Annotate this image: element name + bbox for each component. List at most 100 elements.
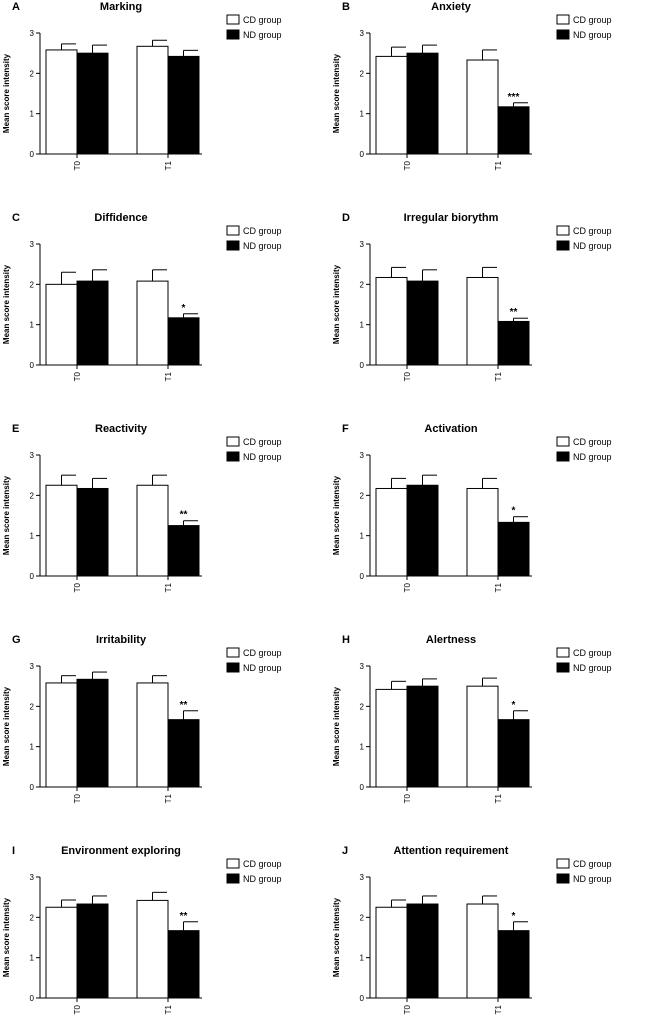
legend-swatch-nd — [226, 662, 240, 673]
x-tick-label: T1 — [494, 160, 503, 170]
legend-label: ND group — [243, 452, 282, 462]
y-tick-label: 1 — [30, 954, 35, 963]
y-tick-label: 2 — [360, 491, 365, 500]
y-tick-label: 0 — [360, 994, 365, 1003]
y-tick-label: 2 — [360, 280, 365, 289]
bar-t0-cd — [375, 688, 408, 788]
x-tick-label: T0 — [403, 160, 412, 170]
chart-panel-f: F Activation 0 1 2 3 Mean score intensity T0 * T1… — [332, 423, 612, 592]
y-tick-label: 2 — [360, 69, 365, 78]
significance-label: ** — [510, 307, 518, 318]
y-tick-label: 3 — [30, 873, 35, 882]
legend-label: CD group — [573, 859, 612, 869]
y-tick-label: 3 — [30, 29, 35, 38]
y-tick-label: 1 — [360, 743, 365, 752]
chart-panel-a: A Marking 0 1 2 3 Mean score intensity T0 T1 CD g… — [2, 1, 282, 170]
y-tick-label: 0 — [30, 361, 35, 370]
x-tick-label: T0 — [403, 582, 412, 592]
legend-swatch-cd — [226, 647, 240, 658]
bar-t1-nd — [497, 719, 530, 788]
bar-t0-nd — [406, 484, 439, 577]
y-axis-label: Mean score intensity — [2, 475, 11, 555]
chart-title: Irregular biorythm — [404, 212, 499, 224]
panel-letter: H — [342, 634, 350, 646]
x-tick-label: T1 — [164, 160, 173, 170]
panel-letter: J — [342, 845, 348, 857]
panel-letter: G — [12, 634, 21, 646]
y-tick-label: 2 — [30, 491, 35, 500]
panel-letter: C — [12, 212, 20, 224]
y-tick-label: 2 — [30, 702, 35, 711]
chart-panel-b: B Anxiety 0 1 2 3 Mean score intensity T0 *** T1 C… — [332, 1, 612, 170]
legend-label: ND group — [243, 874, 282, 884]
chart-panel-i: I Environment exploring 0 1 2 3 Mean score int… — [2, 845, 282, 1014]
bar-t0-nd — [76, 52, 109, 155]
y-tick-label: 0 — [360, 572, 365, 581]
legend-swatch-nd — [226, 451, 240, 462]
y-axis-label: Mean score intensity — [2, 686, 11, 766]
chart-panel-h: H Alertness 0 1 2 3 Mean score intensity T0 * T1 C… — [332, 634, 612, 803]
bar-t1-nd — [497, 930, 530, 999]
legend-label: ND group — [243, 241, 282, 251]
bar-t1-nd — [167, 525, 200, 577]
legend-swatch-cd — [226, 14, 240, 25]
y-axis-label: Mean score intensity — [332, 897, 341, 977]
y-tick-label: 0 — [30, 783, 35, 792]
x-tick-label: T1 — [164, 1004, 173, 1014]
legend-swatch-nd — [226, 240, 240, 251]
y-tick-label: 3 — [360, 873, 365, 882]
legend-swatch-nd — [226, 29, 240, 40]
y-tick-label: 0 — [30, 150, 35, 159]
bar-t1-nd — [167, 719, 200, 788]
legend-swatch-nd — [556, 873, 570, 884]
y-tick-label: 2 — [360, 702, 365, 711]
legend-label: CD group — [243, 859, 282, 869]
significance-label: ** — [180, 510, 188, 521]
y-tick-label: 3 — [30, 451, 35, 460]
y-tick-label: 1 — [30, 532, 35, 541]
chart-title: Irritability — [96, 634, 147, 646]
y-tick-label: 1 — [30, 743, 35, 752]
legend-label: ND group — [573, 30, 612, 40]
significance-label: ** — [180, 700, 188, 711]
legend-label: ND group — [573, 241, 612, 251]
legend-swatch-nd — [556, 451, 570, 462]
y-tick-label: 2 — [30, 280, 35, 289]
bar-t0-cd — [45, 283, 78, 366]
y-tick-label: 1 — [360, 110, 365, 119]
significance-label: * — [512, 700, 516, 711]
x-tick-label: T0 — [73, 582, 82, 592]
y-tick-label: 2 — [360, 913, 365, 922]
bar-t0-nd — [406, 685, 439, 788]
chart-panel-e: E Reactivity 0 1 2 3 Mean score intensity T0 ** T… — [2, 423, 282, 592]
x-tick-label: T0 — [73, 371, 82, 381]
panel-letter: A — [12, 1, 20, 13]
legend-swatch-nd — [226, 873, 240, 884]
significance-label: * — [182, 303, 186, 314]
legend-label: ND group — [573, 663, 612, 673]
legend-swatch-nd — [556, 29, 570, 40]
bar-t1-cd — [136, 682, 169, 788]
legend-label: ND group — [243, 30, 282, 40]
y-tick-label: 3 — [30, 240, 35, 249]
x-tick-label: T1 — [494, 371, 503, 381]
legend-swatch-nd — [556, 240, 570, 251]
y-tick-label: 1 — [30, 321, 35, 330]
legend-swatch-cd — [556, 436, 570, 447]
significance-label: *** — [508, 92, 520, 103]
y-axis-label: Mean score intensity — [2, 53, 11, 133]
panel-letter: F — [342, 423, 349, 435]
bar-t1-nd — [497, 106, 530, 155]
bar-t1-cd — [466, 685, 499, 788]
legend-label: CD group — [573, 648, 612, 658]
bar-t0-nd — [76, 487, 109, 577]
bar-t0-cd — [375, 55, 408, 155]
bar-t1-nd — [167, 930, 200, 999]
x-tick-label: T1 — [164, 371, 173, 381]
x-tick-label: T0 — [73, 793, 82, 803]
x-tick-label: T1 — [494, 582, 503, 592]
y-tick-label: 2 — [30, 69, 35, 78]
y-tick-label: 1 — [360, 321, 365, 330]
legend-label: CD group — [243, 226, 282, 236]
x-tick-label: T0 — [73, 160, 82, 170]
